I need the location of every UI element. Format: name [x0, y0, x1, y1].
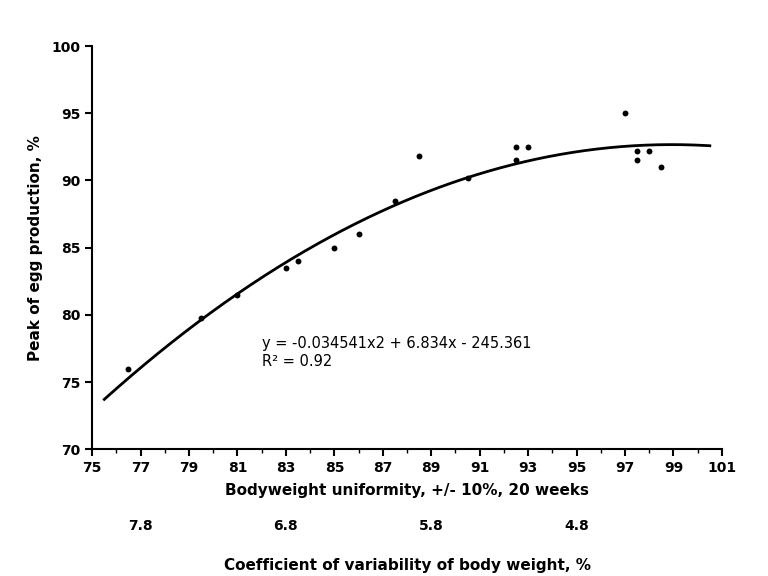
Point — [328, 243, 340, 252]
Point — [231, 290, 243, 300]
Point — [353, 230, 365, 239]
X-axis label: Bodyweight uniformity, +/- 10%, 20 weeks: Bodyweight uniformity, +/- 10%, 20 weeks — [225, 483, 589, 498]
Point — [292, 256, 304, 266]
Point — [631, 146, 644, 156]
Point — [413, 151, 425, 161]
Point — [389, 196, 401, 205]
Text: Coefficient of variability of body weight, %: Coefficient of variability of body weigh… — [223, 558, 591, 573]
Point — [631, 156, 644, 165]
Text: 6.8: 6.8 — [273, 518, 298, 533]
Point — [522, 142, 535, 151]
Text: 7.8: 7.8 — [128, 518, 153, 533]
Text: 5.8: 5.8 — [419, 518, 444, 533]
Point — [122, 364, 134, 373]
Point — [655, 162, 667, 172]
Point — [462, 173, 474, 183]
Point — [619, 109, 631, 118]
Text: 4.8: 4.8 — [564, 518, 589, 533]
Point — [510, 156, 522, 165]
Point — [195, 313, 207, 322]
Y-axis label: Peak of egg production, %: Peak of egg production, % — [28, 135, 43, 361]
Point — [643, 146, 655, 156]
Point — [510, 142, 522, 151]
Text: y = -0.034541x2 + 6.834x - 245.361
R² = 0.92: y = -0.034541x2 + 6.834x - 245.361 R² = … — [262, 336, 531, 369]
Point — [280, 263, 292, 272]
